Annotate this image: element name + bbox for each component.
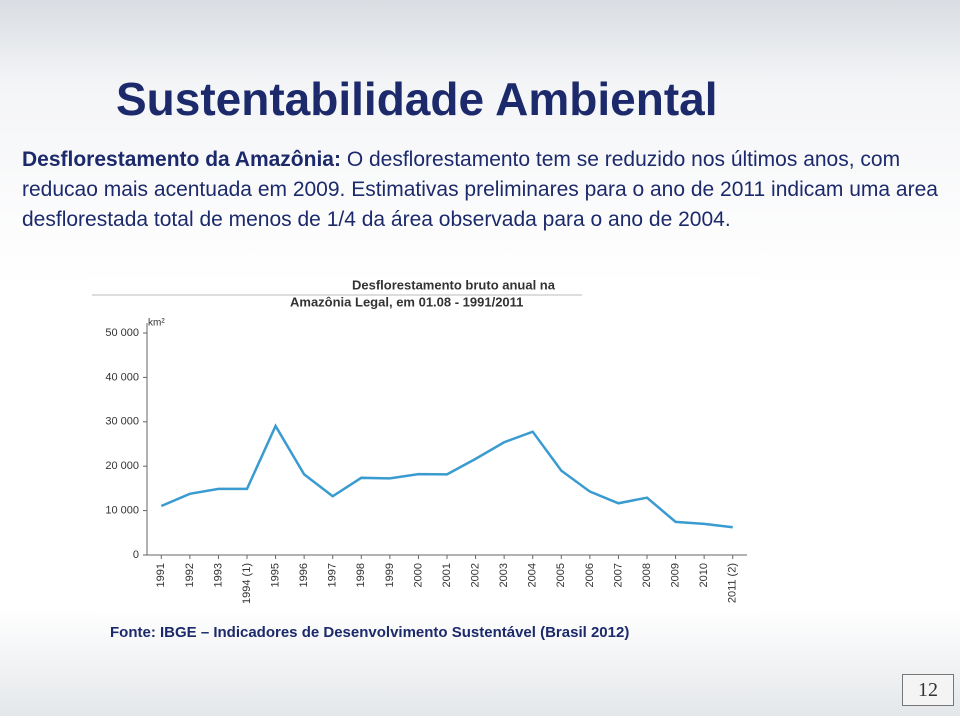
slide-title: Sustentabilidade Ambiental xyxy=(116,73,718,125)
source: Fonte: IBGE – Indicadores de Desenvolvim… xyxy=(110,624,630,641)
page-number: 12 xyxy=(902,674,954,706)
y-tick-label: 0 xyxy=(133,549,139,561)
chart-subtitle: Amazônia Legal, em 01.08 - 1991/2011 xyxy=(290,294,523,309)
x-tick-label: 1998 xyxy=(355,563,367,587)
x-tick-label: 2003 xyxy=(498,563,510,587)
chart-title: Desflorestamento bruto anual na xyxy=(352,277,556,292)
y-tick-label: 20 000 xyxy=(105,460,139,472)
x-tick-label: 2011 (2) xyxy=(727,563,739,603)
y-tick-label: 40 000 xyxy=(105,371,139,383)
y-label: km² xyxy=(148,318,165,329)
x-tick-label: 2001 xyxy=(441,563,453,587)
chart-bg xyxy=(92,277,758,613)
y-tick-label: 30 000 xyxy=(105,416,139,428)
y-tick-label: 10 000 xyxy=(105,505,139,517)
x-tick-label: 1996 xyxy=(298,563,310,587)
x-tick-label: 2010 xyxy=(698,563,710,587)
x-tick-label: 1991 xyxy=(155,563,167,587)
x-tick-label: 2002 xyxy=(469,563,481,587)
x-tick-label: 1997 xyxy=(327,563,339,587)
chart: Desflorestamento bruto anual na Amazônia… xyxy=(92,277,758,613)
x-tick-label: 2004 xyxy=(527,563,539,587)
slide-text: Desflorestamento da Amazônia: O desflore… xyxy=(22,145,952,235)
x-tick-label: 2005 xyxy=(555,563,567,587)
x-tick-label: 2008 xyxy=(641,563,653,587)
x-tick-label: 1999 xyxy=(384,563,396,587)
data-line xyxy=(160,423,733,529)
y-tick-label: 50 000 xyxy=(105,327,139,339)
body: O desflorestamento tem se reduzido nos ú… xyxy=(22,148,938,231)
x-tick-label: 1992 xyxy=(184,563,196,587)
x-tick-label: 1995 xyxy=(269,563,281,587)
x-tick-label: 2000 xyxy=(412,563,424,587)
x-tick-label: 2007 xyxy=(612,563,624,587)
x-tick-label: 2006 xyxy=(584,563,596,587)
lead: Desflorestamento da Amazônia: xyxy=(22,148,341,171)
x-tick-label: 1994 (1) xyxy=(241,563,253,604)
x-tick-label: 2009 xyxy=(669,563,681,587)
x-tick-label: 1993 xyxy=(212,563,224,587)
